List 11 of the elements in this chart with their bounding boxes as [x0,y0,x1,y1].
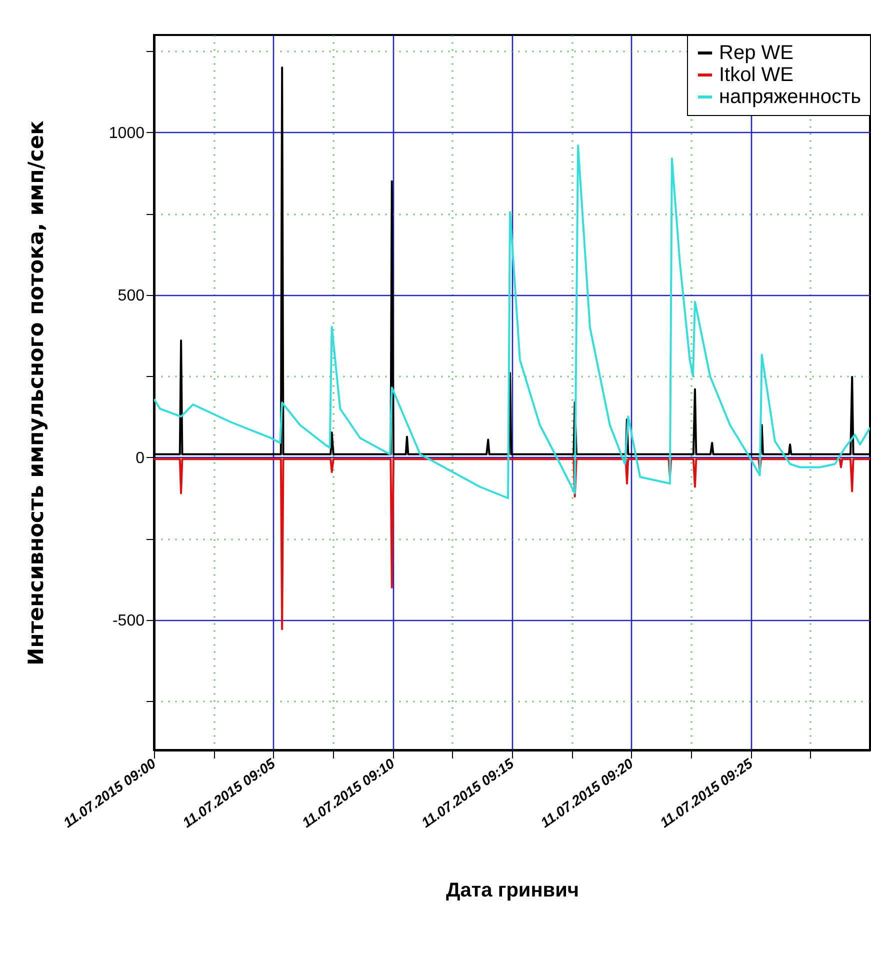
x-axis-title: Дата гринвич [446,880,579,902]
legend-label: напряженность [719,86,862,108]
line-series [154,144,870,500]
y-tick-label: -500 [112,612,145,630]
y-axis-title: Интенсивность импульсного потока, имп/сек [24,120,48,666]
legend-label: Itkol WE [719,64,794,86]
y-tick-label: 1000 [108,125,145,142]
legend-label: Rep WE [719,42,794,64]
y-tick-label: 0 [136,450,145,467]
line-series [154,458,870,630]
y-tick-label: 500 [118,288,145,304]
